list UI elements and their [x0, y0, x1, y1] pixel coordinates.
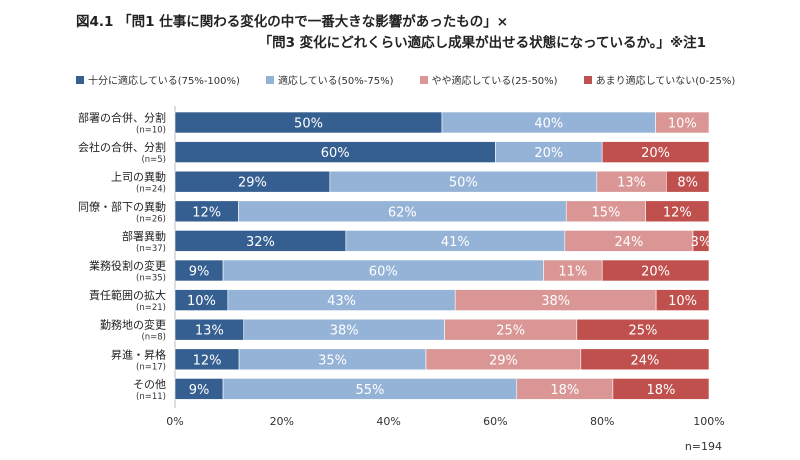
data-label: 35% — [318, 353, 347, 368]
category-n-label: (n=17) — [136, 362, 166, 372]
data-label: 62% — [388, 205, 417, 220]
category-label: 昇進・昇格 — [111, 347, 166, 361]
category-label: 会社の合併、分割 — [78, 140, 166, 154]
data-label: 9% — [189, 383, 210, 398]
data-label: 12% — [663, 205, 692, 220]
data-label: 43% — [327, 294, 356, 309]
data-label: 20% — [534, 146, 563, 161]
category-label: 勤務地の変更 — [100, 318, 166, 332]
legend-swatch — [419, 75, 428, 84]
legend-label: やや適応している(25-50%) — [431, 76, 558, 87]
category-n-label: (n=8) — [141, 333, 166, 343]
category-label: 上司の異動 — [111, 170, 166, 184]
category-n-label: (n=24) — [136, 185, 166, 195]
data-label: 25% — [628, 324, 657, 339]
data-label: 11% — [558, 265, 587, 280]
category-label: 責任範囲の拡大 — [89, 288, 166, 302]
data-label: 29% — [489, 353, 518, 368]
legend-item: あまり適応していない(0-25%) — [583, 72, 736, 87]
data-label: 60% — [321, 146, 350, 161]
data-label: 50% — [294, 117, 323, 132]
data-label: 10% — [668, 117, 697, 132]
data-label: 8% — [677, 176, 698, 191]
bar-segment — [665, 170, 710, 193]
category-label: その他 — [133, 378, 166, 391]
category-n-label: (n=35) — [136, 274, 166, 284]
x-tick-label: 80% — [590, 415, 614, 428]
x-tick-label: 40% — [376, 415, 400, 428]
category-label: 同僚・部下の異動 — [78, 199, 166, 213]
data-label: 18% — [646, 383, 675, 398]
chart-title-line1: 図4.1 「問1 仕事に関わる変化の中で一番大きな影響があったもの」× — [76, 14, 509, 30]
data-label: 24% — [630, 353, 659, 368]
data-label: 60% — [369, 265, 398, 280]
data-label: 38% — [541, 294, 570, 309]
bar-segment — [612, 378, 710, 400]
x-tick-label: 100% — [693, 415, 724, 428]
category-label: 部署異動 — [122, 229, 166, 243]
data-label: 10% — [668, 294, 697, 309]
legend-item: やや適応している(25-50%) — [419, 72, 558, 87]
bar-segment — [645, 200, 710, 223]
category-n-label: (n=10) — [136, 126, 166, 136]
data-label: 41% — [441, 235, 470, 250]
x-tick-label: 20% — [270, 415, 294, 428]
legend-label: 適応している(50%-75%) — [277, 76, 394, 87]
data-label: 24% — [614, 235, 643, 250]
category-n-label: (n=21) — [136, 303, 166, 313]
data-label: 25% — [496, 324, 525, 339]
bar-segment — [576, 318, 710, 341]
data-label: 12% — [193, 353, 222, 368]
legend-item: 十分に適応している(75%-100%) — [76, 72, 240, 87]
data-label: 13% — [617, 176, 646, 191]
data-label: 13% — [195, 324, 224, 339]
data-label: 40% — [534, 117, 563, 132]
x-tick-label: 0% — [166, 415, 183, 428]
data-label: 3% — [691, 235, 712, 250]
data-label: 29% — [238, 176, 267, 191]
legend-item: 適応している(50%-75%) — [265, 72, 394, 87]
bar-segment — [655, 289, 710, 311]
legend-label: 十分に適応している(75%-100%) — [88, 76, 240, 87]
data-label: 12% — [192, 205, 221, 220]
data-label: 9% — [189, 265, 210, 280]
category-label: 業務役割の変更 — [89, 259, 166, 273]
category-n-label: (n=37) — [136, 244, 166, 254]
bar-segment — [601, 141, 710, 163]
data-label: 18% — [550, 383, 579, 398]
bar-segment — [692, 230, 710, 252]
legend-swatch — [76, 75, 84, 84]
legend-swatch — [265, 75, 274, 84]
category-label: 部署の合併、分割 — [78, 111, 166, 125]
bar-segment — [580, 348, 710, 371]
bar-segment — [601, 259, 710, 282]
data-label: 55% — [355, 383, 384, 398]
data-label: 50% — [449, 176, 478, 191]
legend: 十分に適応している(75%-100%) 適応している(50%-75%) やや適応… — [76, 72, 761, 87]
bar-segment — [655, 111, 710, 134]
data-label: 10% — [187, 294, 216, 309]
data-label: 15% — [591, 205, 620, 220]
category-n-label: (n=5) — [141, 155, 166, 165]
chart-title-line2: 「問3 変化にどれくらい適応し成果が出せる状態になっているか。」※注1 — [258, 35, 706, 51]
sample-size-note: n=194 — [684, 440, 722, 453]
category-n-label: (n=11) — [136, 392, 166, 402]
legend-swatch — [583, 75, 592, 84]
data-label: 20% — [641, 146, 670, 161]
data-label: 32% — [246, 235, 275, 250]
data-label: 20% — [641, 265, 670, 280]
data-label: 38% — [330, 324, 359, 339]
legend-label: あまり適応していない(0-25%) — [595, 76, 736, 87]
x-tick-label: 60% — [483, 415, 507, 428]
category-n-label: (n=26) — [136, 214, 166, 224]
